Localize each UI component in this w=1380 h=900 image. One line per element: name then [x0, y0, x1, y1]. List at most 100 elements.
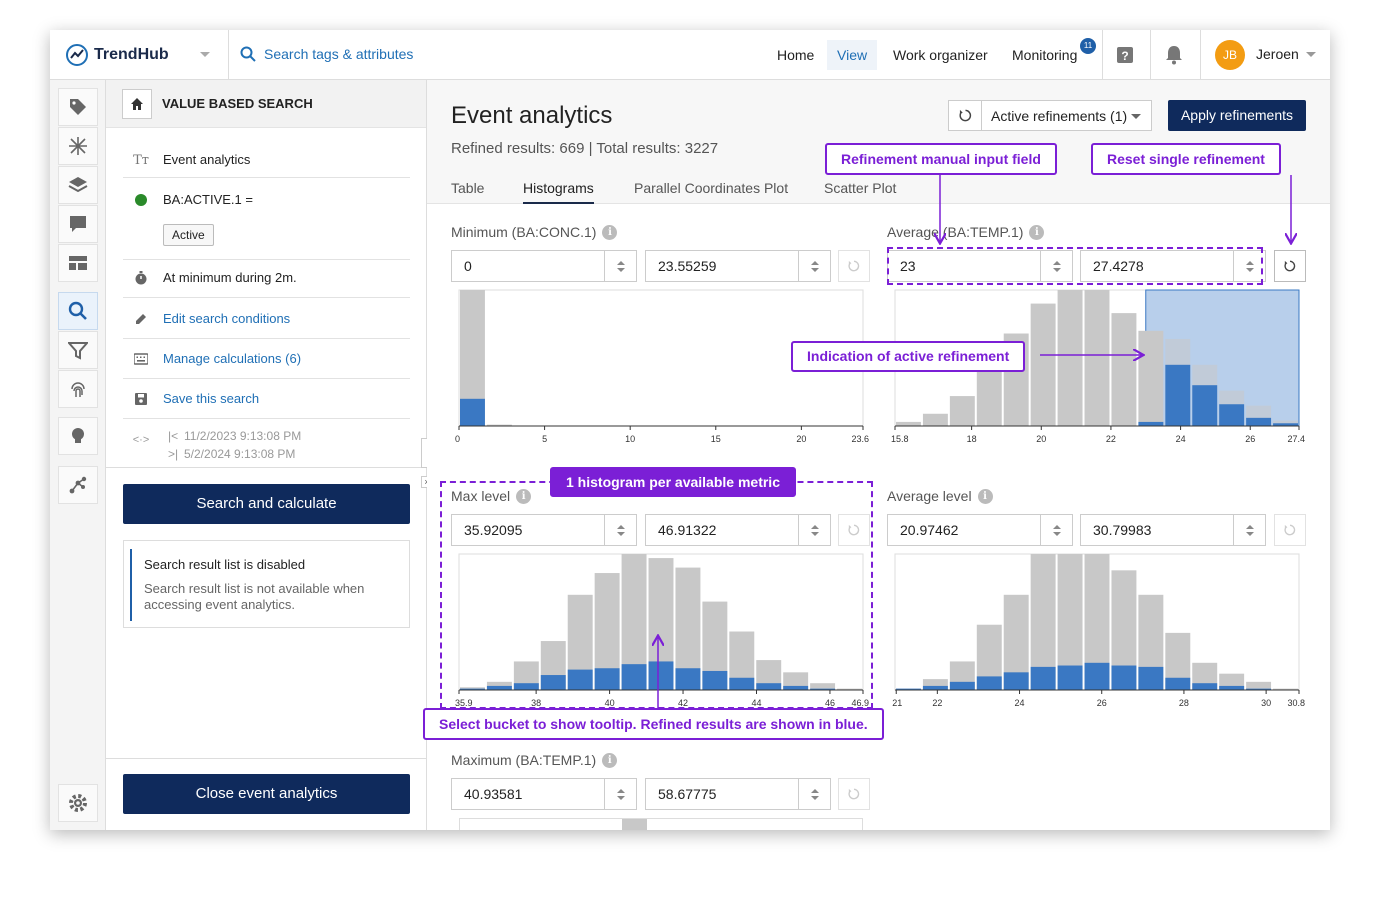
- nav-view[interactable]: View: [827, 40, 878, 70]
- info-icon[interactable]: i: [602, 224, 618, 240]
- histogram-bar[interactable]: [783, 672, 809, 690]
- stepper-icon[interactable]: [798, 515, 830, 545]
- refined-bar[interactable]: [594, 668, 620, 690]
- range-max-input[interactable]: 23.55259: [645, 250, 831, 282]
- refined-bar[interactable]: [1246, 417, 1272, 426]
- refined-bar[interactable]: [783, 685, 809, 690]
- refined-bar[interactable]: [1111, 665, 1137, 690]
- refined-bar[interactable]: [1273, 423, 1298, 426]
- refined-bar[interactable]: [756, 683, 782, 690]
- reset-refinement-button[interactable]: [838, 778, 870, 810]
- histogram-bar[interactable]: [922, 413, 948, 426]
- refined-bar[interactable]: [1219, 685, 1245, 690]
- panel-item-condition[interactable]: BA:ACTIVE.1 = Active: [123, 190, 410, 260]
- refined-bar[interactable]: [648, 661, 674, 690]
- refined-bar[interactable]: [567, 669, 593, 690]
- refined-bar[interactable]: [1138, 421, 1164, 426]
- reset-all-icon[interactable]: [959, 109, 972, 122]
- stepper-icon[interactable]: [604, 251, 636, 281]
- stepper-icon[interactable]: [1233, 251, 1265, 281]
- user-menu-caret-icon[interactable]: [1306, 52, 1316, 57]
- histogram-bar[interactable]: [486, 681, 512, 690]
- range-min-input[interactable]: 23: [887, 250, 1073, 282]
- apply-refinements-button[interactable]: Apply refinements: [1168, 100, 1306, 131]
- histogram-avg-level[interactable]: 21 22 24 26 28 30 30.8: [887, 553, 1307, 714]
- save-search-link[interactable]: Save this search: [163, 391, 260, 406]
- edit-conditions-row[interactable]: Edit search conditions: [123, 299, 410, 339]
- rail-search[interactable]: [58, 292, 98, 330]
- active-refinements-dropdown[interactable]: Active refinements (1): [948, 100, 1152, 131]
- histogram-bar[interactable]: [1030, 303, 1056, 426]
- histogram-bar[interactable]: [922, 679, 948, 690]
- search-calculate-button[interactable]: Search and calculate: [123, 484, 410, 524]
- rail-tags[interactable]: [58, 88, 98, 126]
- help-icon[interactable]: ?: [1116, 46, 1134, 64]
- stepper-icon[interactable]: [1040, 251, 1072, 281]
- rail-dashboards[interactable]: [58, 244, 98, 282]
- refined-bar[interactable]: [896, 688, 921, 690]
- refined-bar[interactable]: [1219, 404, 1245, 426]
- refined-bar[interactable]: [1030, 666, 1056, 690]
- refined-bar[interactable]: [621, 664, 647, 690]
- refined-bar[interactable]: [922, 685, 948, 690]
- nav-work-organizer[interactable]: Work organizer: [893, 47, 988, 63]
- refined-bar[interactable]: [675, 668, 701, 690]
- stepper-icon[interactable]: [604, 515, 636, 545]
- reset-refinement-button[interactable]: [1274, 514, 1306, 546]
- histogram-bar[interactable]: [1084, 290, 1110, 426]
- refined-bar[interactable]: [1165, 677, 1191, 690]
- refined-bar[interactable]: [486, 685, 512, 690]
- range-min-input[interactable]: 35.92095: [451, 514, 637, 546]
- tab-table[interactable]: Table: [451, 180, 485, 196]
- info-icon[interactable]: i: [1029, 224, 1045, 240]
- manage-calculations-row[interactable]: Manage calculations (6): [123, 339, 410, 379]
- histogram-max-temp-partial[interactable]: [459, 818, 863, 830]
- refined-bar[interactable]: [460, 398, 485, 426]
- histogram-bar[interactable]: [810, 683, 836, 690]
- refined-bar[interactable]: [1165, 364, 1191, 426]
- tag-search[interactable]: Search tags & attributes: [240, 46, 413, 62]
- user-name[interactable]: Jeroen: [1256, 46, 1299, 62]
- refined-bar[interactable]: [1003, 672, 1029, 690]
- range-min-input[interactable]: 20.97462: [887, 514, 1073, 546]
- histogram-bar[interactable]: [837, 688, 862, 690]
- refined-bar[interactable]: [976, 676, 1002, 690]
- histogram-bar[interactable]: [1219, 673, 1245, 690]
- reset-refinement-button[interactable]: [1274, 250, 1306, 282]
- range-max-input[interactable]: 30.79983: [1080, 514, 1266, 546]
- range-max-input[interactable]: 46.91322: [645, 514, 831, 546]
- date-range-row[interactable]: <·> |< 11/2/2023 9:13:08 PM >| 5/2/2024 …: [123, 419, 410, 471]
- manage-calculations-link[interactable]: Manage calculations (6): [163, 351, 302, 366]
- rail-graph[interactable]: [58, 466, 98, 504]
- refined-bar[interactable]: [702, 670, 728, 690]
- nav-monitoring[interactable]: Monitoring: [1012, 47, 1078, 63]
- stepper-icon[interactable]: [798, 251, 830, 281]
- histogram-bar[interactable]: [896, 421, 921, 426]
- refined-bar[interactable]: [513, 683, 539, 690]
- close-analytics-button[interactable]: Close event analytics: [123, 774, 410, 814]
- rail-patterns[interactable]: [58, 127, 98, 165]
- user-avatar[interactable]: JB: [1215, 40, 1245, 70]
- stepper-icon[interactable]: [798, 779, 830, 809]
- home-button[interactable]: [122, 89, 152, 119]
- tab-histograms[interactable]: Histograms: [523, 180, 594, 204]
- range-max-input[interactable]: 58.67775: [645, 778, 831, 810]
- refined-bar[interactable]: [810, 688, 836, 690]
- histogram-bar[interactable]: [622, 819, 647, 830]
- rail-insights[interactable]: [58, 417, 98, 455]
- refined-bar[interactable]: [949, 681, 975, 690]
- histogram-bar[interactable]: [1138, 330, 1164, 426]
- refined-bar[interactable]: [1192, 683, 1218, 690]
- tab-parallel-coordinates[interactable]: Parallel Coordinates Plot: [634, 180, 789, 196]
- range-min-input[interactable]: 0: [451, 250, 637, 282]
- refined-bar[interactable]: [1246, 688, 1272, 690]
- rail-annotations[interactable]: [58, 205, 98, 243]
- refined-bar[interactable]: [1192, 385, 1218, 426]
- histogram-bar[interactable]: [1111, 313, 1137, 426]
- nav-home[interactable]: Home: [777, 47, 815, 63]
- app-logo[interactable]: TrendHub: [66, 44, 169, 66]
- rail-filter[interactable]: [58, 331, 98, 369]
- tab-scatter-plot[interactable]: Scatter Plot: [824, 180, 897, 196]
- reset-refinement-button[interactable]: [838, 250, 870, 282]
- edit-conditions-link[interactable]: Edit search conditions: [163, 311, 291, 326]
